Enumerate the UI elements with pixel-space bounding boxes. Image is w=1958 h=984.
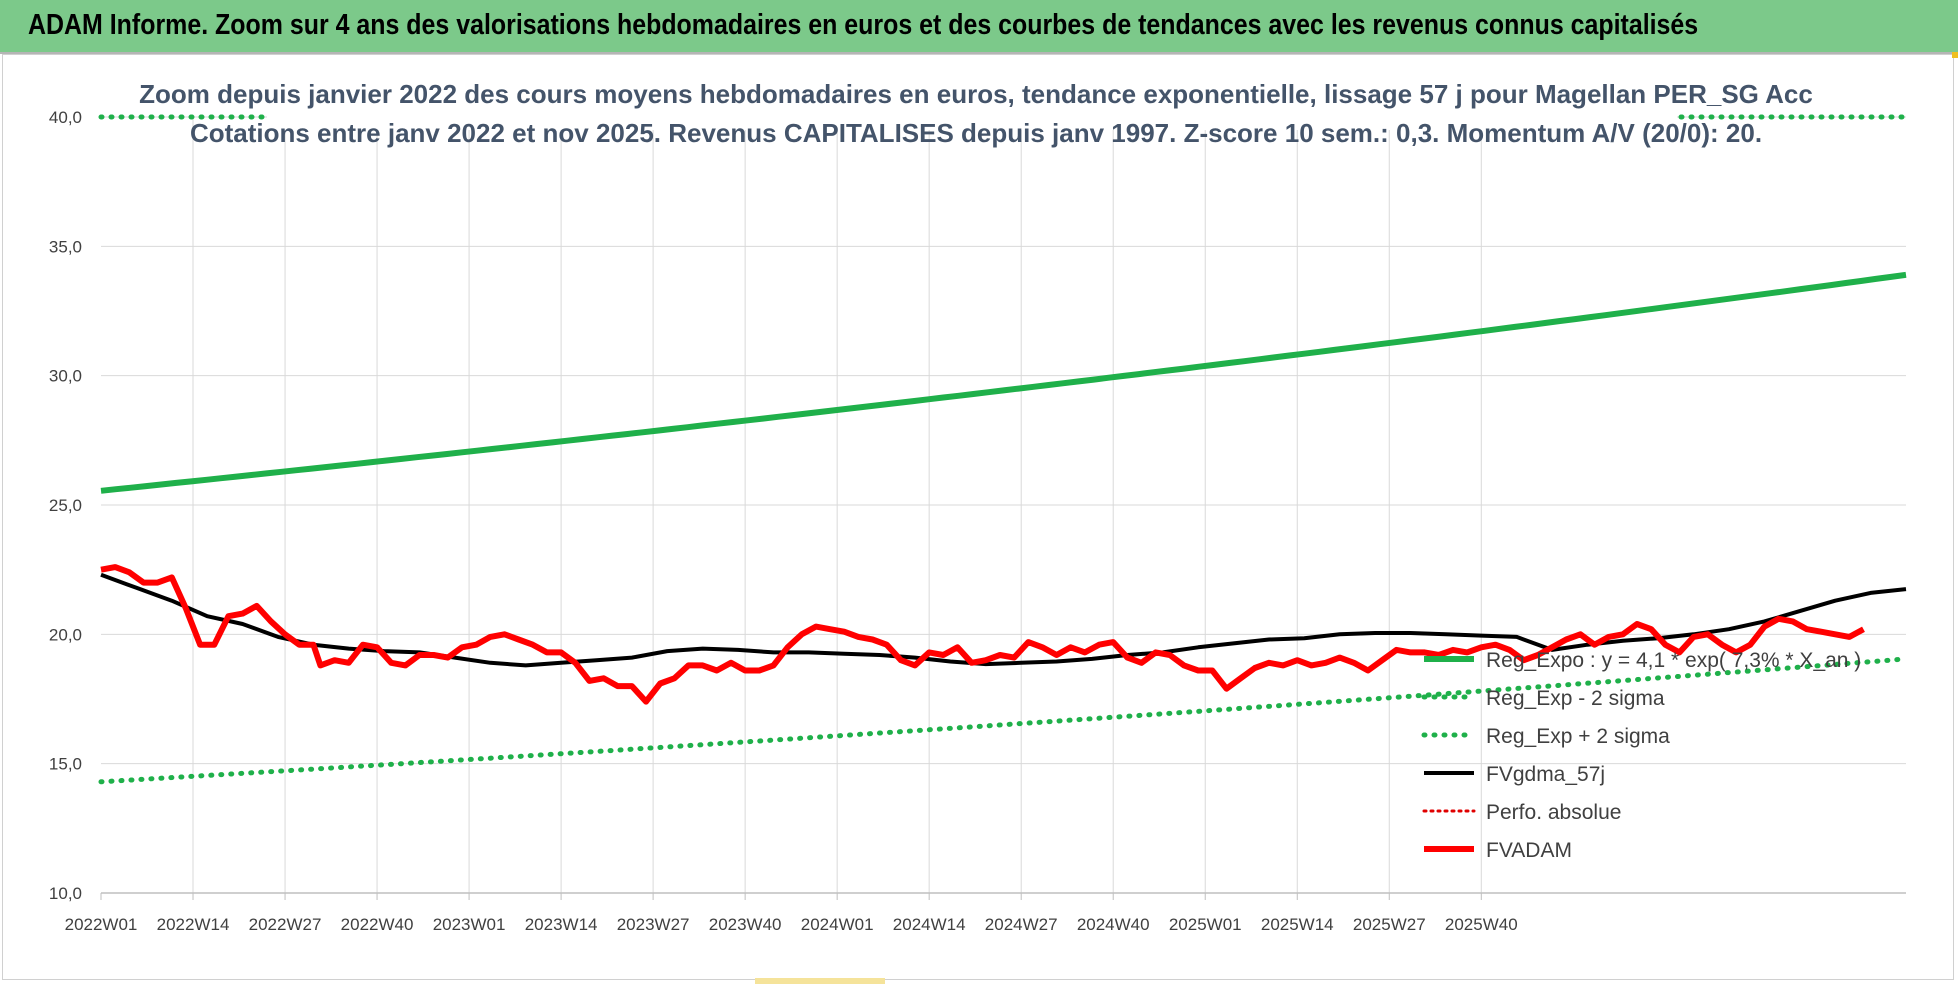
x-tick-label: 2024W01	[801, 915, 874, 934]
smoothed-line-fvgdma-57j	[100, 572, 1907, 668]
x-tick-label: 2022W40	[341, 915, 414, 934]
legend-item-reg-exp-minus-label: Reg_Exp - 2 sigma	[1486, 687, 1665, 710]
corner-marker	[1952, 52, 1958, 58]
legend-item-fvadam-label: FVADAM	[1486, 839, 1572, 862]
x-tick-label: 2022W27	[249, 915, 322, 934]
chart-title-line-2: Cotations entre janv 2022 et nov 2025. R…	[190, 118, 1762, 148]
chart-axes: 10,0 15,0 20,0 25,0 30,0 35,0 40,0 2022W01 2022W…	[49, 108, 1906, 934]
legend-item-reg-exp-plus-label: Reg_Exp + 2 sigma	[1486, 725, 1670, 748]
bottom-marker	[755, 978, 885, 984]
chart-series	[98, 114, 1909, 785]
x-tick-label: 2024W27	[985, 915, 1058, 934]
y-tick-label: 40,0	[49, 108, 82, 127]
x-tick-label: 2025W40	[1445, 915, 1518, 934]
y-tick-label: 30,0	[49, 367, 82, 386]
chart-frame	[2, 54, 1954, 980]
y-tick-label: 20,0	[49, 625, 82, 644]
trend-line-reg-expo	[100, 271, 1907, 494]
chart-legend: Reg_Expo : y = 4,1 * exp( 7,3% * X_an ) R…	[1421, 649, 1861, 862]
x-tick-label: 2025W01	[1169, 915, 1242, 934]
price-line-fvadam	[100, 564, 1865, 705]
title-background	[267, 72, 1677, 130]
trend-band-minus-2-sigma	[98, 656, 1909, 785]
report-title: ADAM Informe. Zoom sur 4 ans des valoris…	[28, 9, 1699, 41]
y-tick-label: 15,0	[49, 755, 82, 774]
y-tick-label: 10,0	[49, 884, 82, 903]
legend-item-reg-expo-label: Reg_Expo : y = 4,1 * exp( 7,3% * X_an )	[1486, 649, 1861, 672]
x-tick-label: 2023W14	[525, 915, 598, 934]
report-header: ADAM Informe. Zoom sur 4 ans des valoris…	[0, 0, 1958, 54]
x-tick-label: 2023W01	[433, 915, 506, 934]
x-tick-label: 2025W14	[1261, 915, 1334, 934]
chart-gridlines	[101, 116, 1906, 893]
legend-item-fvgdma-label: FVgdma_57j	[1486, 763, 1605, 786]
y-tick-label: 25,0	[49, 496, 82, 515]
x-tick-label: 2024W40	[1077, 915, 1150, 934]
chart-title-line-1: Zoom depuis janvier 2022 des cours moyen…	[139, 79, 1813, 109]
x-tick-label: 2025W27	[1353, 915, 1426, 934]
legend-item-perfo-absolue-label: Perfo. absolue	[1486, 801, 1621, 824]
x-tick-label: 2023W27	[617, 915, 690, 934]
y-tick-label: 35,0	[49, 237, 82, 256]
x-tick-label: 2022W14	[157, 915, 230, 934]
x-tick-label: 2022W01	[65, 915, 138, 934]
x-tick-label: 2024W14	[893, 915, 966, 934]
x-tick-label: 2023W40	[709, 915, 782, 934]
